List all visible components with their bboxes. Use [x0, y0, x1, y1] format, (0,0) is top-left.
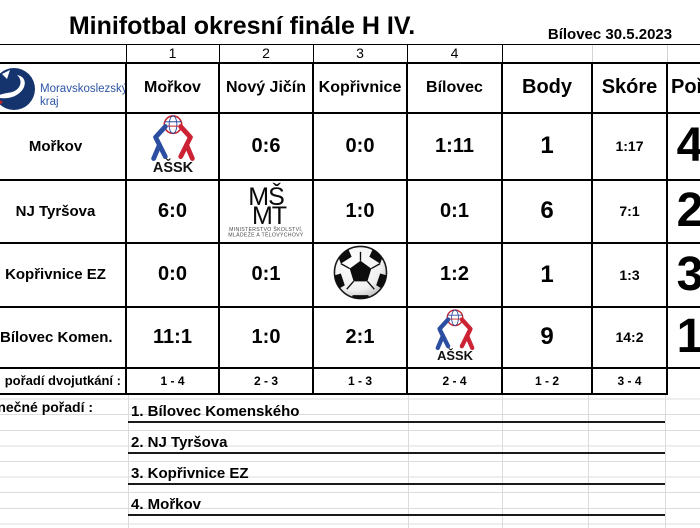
- gridline-vertical: [502, 383, 503, 528]
- match-score-cell: 1:2: [406, 241, 503, 308]
- empty-cell: [667, 367, 700, 394]
- team-row-label: NJ Tyršova: [0, 178, 127, 244]
- points-header: Body: [501, 61, 593, 114]
- points-cell: 9: [501, 305, 593, 369]
- region-logo-text-2: kraj: [40, 96, 59, 108]
- corner-cell: [0, 44, 126, 63]
- score-header: Skóre: [591, 61, 668, 114]
- region-logo-cell: Moravskoslezský kraj: [0, 61, 127, 114]
- team-row-label: Bílovec Komen.: [0, 305, 127, 369]
- column-number-row: 1 2 3 4: [0, 44, 700, 63]
- final-standing-1: 1. Bílovec Komenského: [128, 392, 665, 423]
- final-standings-label: konečné pořadí :: [0, 399, 94, 415]
- diagonal-cell-assk: AŠSK: [406, 305, 503, 369]
- pairing-cell: 3 - 4: [591, 366, 668, 395]
- gridline-vertical: [408, 383, 409, 528]
- table-row-koprivnice: Kopřivnice EZ 0:0 0:1: [0, 241, 700, 308]
- assk-logo-text: AŠSK: [437, 347, 474, 361]
- empty-strip-cell: [591, 44, 667, 63]
- gridline-vertical: [588, 383, 589, 528]
- assk-logo-text: AŠSK: [152, 158, 193, 174]
- table-row-bilovec: Bílovec Komen. 11:1 1:0 2:1: [0, 305, 700, 369]
- team-header-row: Moravskoslezský kraj Mořkov Nový Jičín K…: [0, 61, 700, 114]
- diagonal-cell-ball: [312, 241, 408, 308]
- diagonal-cell-assk: AŠSK: [125, 111, 220, 181]
- table-row-morkov: Mořkov AŠSK: [0, 111, 700, 181]
- empty-strip-cell: [666, 44, 700, 63]
- spreadsheet-gridlines: [0, 383, 700, 528]
- match-score-cell: 0:0: [312, 111, 408, 181]
- goal-diff-cell: 1:3: [591, 241, 668, 308]
- gridline-vertical: [128, 383, 129, 528]
- rank-cell: 3: [666, 241, 700, 308]
- rank-cell: 4: [666, 111, 700, 181]
- final-standing-2: 2. NJ Tyršova: [128, 423, 665, 454]
- pairing-cell: 2 - 3: [218, 366, 314, 395]
- region-logo-text-1: Moravskoslezský: [40, 83, 126, 95]
- team-header-morkov: Mořkov: [125, 61, 220, 114]
- col-number-3: 3: [312, 44, 408, 63]
- goal-diff-cell: 14:2: [591, 305, 668, 369]
- pairing-cell: 1 - 4: [125, 366, 220, 395]
- match-score-cell: 11:1: [125, 305, 220, 369]
- assk-logo: AŠSK: [137, 114, 209, 176]
- match-score-cell: 1:0: [312, 178, 408, 244]
- pairings-row: pořadí dvojutkání : 1 - 4 2 - 3 1 - 3 2 …: [0, 366, 700, 395]
- team-header-bilovec: Bílovec: [406, 61, 503, 114]
- col-number-4: 4: [406, 44, 503, 63]
- rank-header: Pořadí: [666, 61, 700, 114]
- rank-cell: 1: [666, 305, 700, 369]
- date-label: Bílovec 30.5.2023: [547, 26, 673, 43]
- msmt-caption-1: MINISTERSTVO ŠKOLSTVÍ,: [229, 226, 303, 233]
- gridline-vertical: [665, 383, 666, 528]
- team-header-novy-jicin: Nový Jičín: [218, 61, 314, 114]
- empty-strip-cell: [501, 44, 592, 63]
- match-score-cell: 0:1: [406, 178, 503, 244]
- rank-cell: 2: [666, 178, 700, 244]
- msmt-logo-top: MŠ: [248, 182, 284, 211]
- team-row-label: Kopřivnice EZ: [0, 241, 127, 308]
- match-score-cell: 6:0: [125, 178, 220, 244]
- col-number-1: 1: [125, 44, 220, 63]
- results-table: 1 2 3 4 Moravskoslezský kraj Mořkov Nový…: [0, 44, 700, 395]
- team-row-label: Mořkov: [0, 111, 127, 181]
- match-score-cell: 0:0: [125, 241, 220, 308]
- team-header-koprivnice: Kopřivnice: [312, 61, 408, 114]
- points-cell: 1: [501, 241, 593, 308]
- final-standing-3: 3. Kopřivnice EZ: [128, 454, 665, 485]
- soccer-ball-icon: [332, 244, 389, 301]
- assk-logo: AŠSK: [424, 308, 486, 362]
- match-score-cell: 1:11: [406, 111, 503, 181]
- match-score-cell: 2:1: [312, 305, 408, 369]
- diagonal-cell-msmt: MŠ MT MINISTERSTVO ŠKOLSTVÍ, MLÁDEŽE A T…: [218, 178, 314, 244]
- msmt-logo: MŠ MT MINISTERSTVO ŠKOLSTVÍ, MLÁDEŽE A T…: [220, 181, 312, 239]
- pairing-cell: 1 - 2: [501, 366, 593, 395]
- pairing-cell: 2 - 4: [406, 366, 503, 395]
- col-number-2: 2: [218, 44, 314, 63]
- match-score-cell: 0:1: [218, 241, 314, 308]
- pairings-label: pořadí dvojutkání :: [0, 366, 127, 395]
- final-standings-list: 1. Bílovec Komenského 2. NJ Tyršova 3. K…: [128, 392, 665, 516]
- goal-diff-cell: 7:1: [591, 178, 668, 244]
- moravskoslezsky-kraj-logo: Moravskoslezský kraj: [0, 67, 126, 110]
- goal-diff-cell: 1:17: [591, 111, 668, 181]
- msmt-caption-2: MLÁDEŽE A TĚLOVÝCHOVY: [228, 230, 304, 237]
- points-cell: 1: [501, 111, 593, 181]
- points-cell: 6: [501, 178, 593, 244]
- final-standing-4: 4. Mořkov: [128, 485, 665, 516]
- page-title: Minifotbal okresní finále H IV.: [68, 12, 416, 40]
- match-score-cell: 0:6: [218, 111, 314, 181]
- msmt-logo-bottom: MT: [252, 202, 287, 230]
- table-row-nj-tyrsova: NJ Tyršova 6:0 MŠ MT MINISTERSTVO ŠKOLST…: [0, 178, 700, 244]
- match-score-cell: 1:0: [218, 305, 314, 369]
- pairing-cell: 1 - 3: [312, 366, 408, 395]
